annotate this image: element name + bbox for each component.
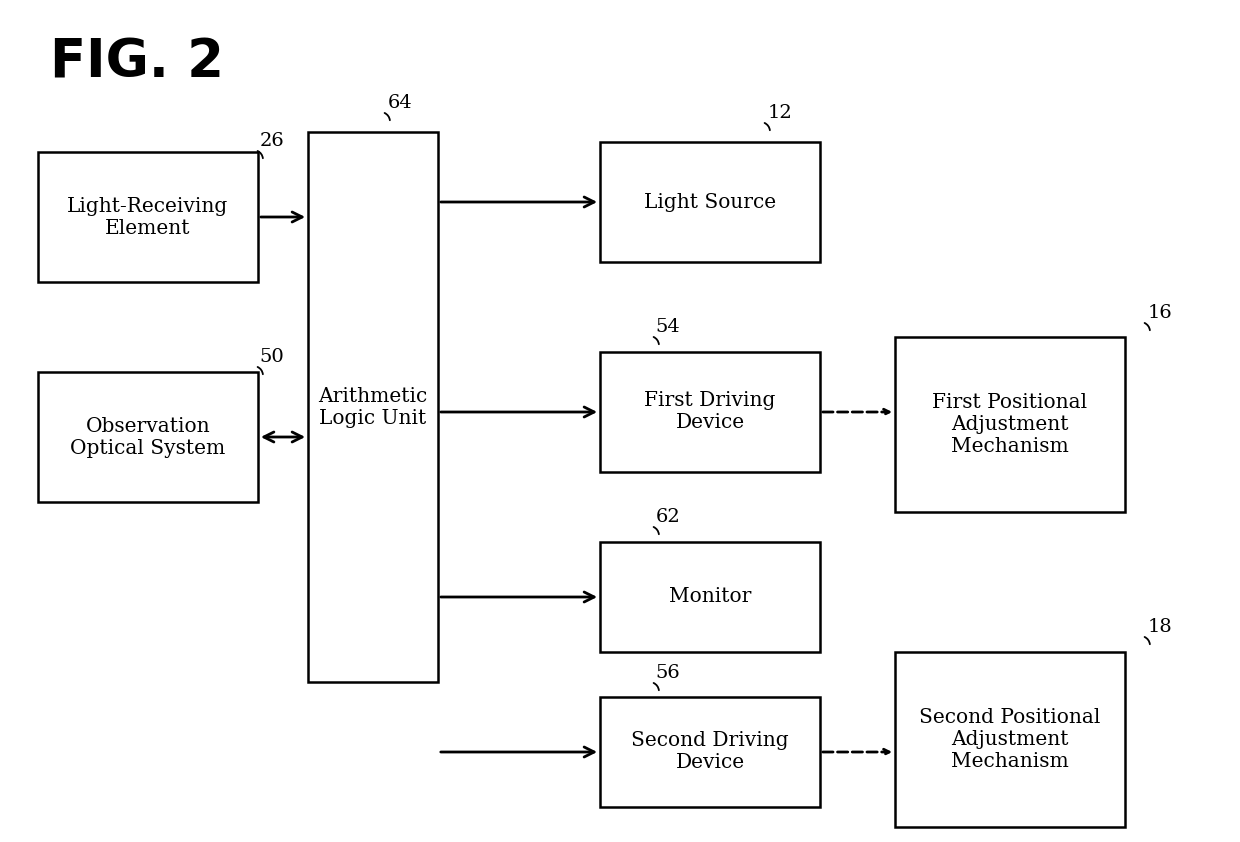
Text: Light Source: Light Source	[644, 193, 776, 211]
Text: Arithmetic
Logic Unit: Arithmetic Logic Unit	[319, 386, 428, 428]
Text: 54: 54	[656, 318, 681, 336]
Text: 18: 18	[1148, 618, 1172, 636]
Text: 56: 56	[656, 664, 681, 682]
Bar	[600, 352, 820, 472]
Text: 64: 64	[388, 94, 413, 112]
Bar	[38, 152, 258, 282]
Text: Observation
Optical System: Observation Optical System	[71, 417, 226, 457]
Text: Second Positional
Adjustment
Mechanism: Second Positional Adjustment Mechanism	[919, 708, 1101, 771]
Bar	[600, 142, 820, 262]
Text: 62: 62	[656, 508, 681, 526]
Bar	[38, 372, 258, 502]
Bar	[895, 652, 1125, 827]
Text: 12: 12	[768, 104, 792, 122]
Bar	[308, 132, 438, 682]
Text: Second Driving
Device: Second Driving Device	[631, 732, 789, 772]
Text: 26: 26	[259, 132, 284, 150]
Text: First Positional
Adjustment
Mechanism: First Positional Adjustment Mechanism	[932, 393, 1087, 456]
Bar	[600, 697, 820, 807]
Text: 16: 16	[1148, 304, 1172, 322]
Text: First Driving
Device: First Driving Device	[645, 392, 776, 433]
Text: FIG. 2: FIG. 2	[50, 37, 224, 89]
Text: Light-Receiving
Element: Light-Receiving Element	[67, 196, 228, 237]
Text: Monitor: Monitor	[668, 588, 751, 606]
Bar	[600, 542, 820, 652]
Bar	[895, 337, 1125, 512]
Text: 50: 50	[259, 348, 284, 366]
